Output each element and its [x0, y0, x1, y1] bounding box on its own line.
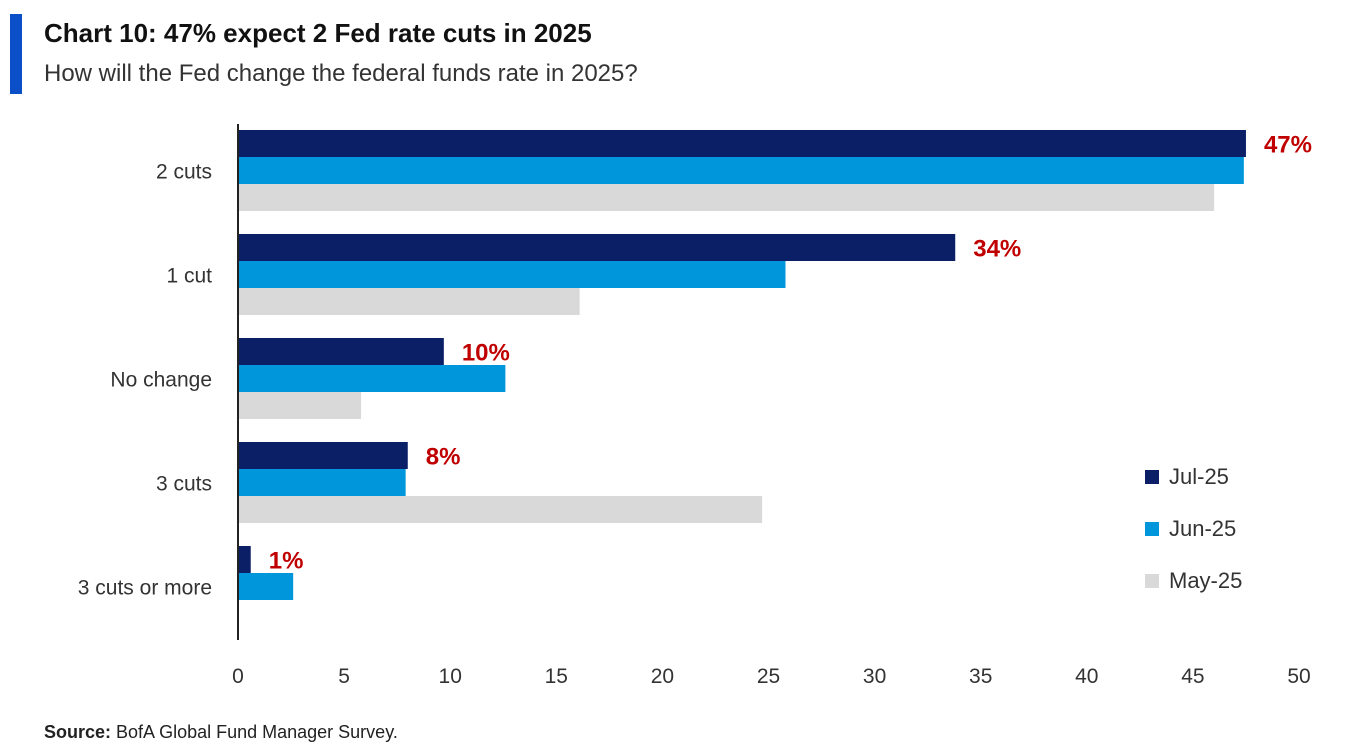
- category-label-3-cuts-or-more: 3 cuts or more: [78, 577, 212, 600]
- category-label-1-cut: 1 cut: [166, 265, 212, 288]
- bar-2-cuts-jul-25: [238, 130, 1246, 157]
- category-label-no-change: No change: [110, 369, 212, 392]
- legend-swatch-jun-25: [1145, 522, 1159, 536]
- x-tick-label-50: 50: [1287, 665, 1310, 688]
- bar-no-change-may-25: [238, 392, 362, 419]
- source-note: Source: BofA Global Fund Manager Survey.: [44, 722, 398, 743]
- legend-label-jun-25: Jun-25: [1169, 516, 1236, 541]
- x-tick-label-15: 15: [545, 665, 568, 688]
- bar-1-cut-jul-25: [238, 234, 956, 261]
- bar-no-change-jul-25: [238, 338, 444, 365]
- x-tick-label-30: 30: [863, 665, 886, 688]
- x-tick-label-5: 5: [338, 665, 350, 688]
- legend-swatch-jul-25: [1145, 470, 1159, 484]
- bar-3-cuts-jul-25: [238, 442, 408, 469]
- x-tick-label-35: 35: [969, 665, 992, 688]
- source-label: Source:: [44, 722, 112, 742]
- chart-title: Chart 10: 47% expect 2 Fed rate cuts in …: [44, 18, 592, 48]
- bar-1-cut-jun-25: [238, 261, 786, 288]
- bar-no-change-jun-25: [238, 365, 506, 392]
- category-label-3-cuts: 3 cuts: [156, 473, 212, 496]
- legend-label-jul-25: Jul-25: [1169, 464, 1229, 489]
- chart-subtitle: How will the Fed change the federal fund…: [44, 60, 638, 87]
- x-tick-label-25: 25: [757, 665, 780, 688]
- x-tick-label-10: 10: [439, 665, 462, 688]
- x-tick-label-40: 40: [1075, 665, 1098, 688]
- annotation-2-cuts: 47%: [1264, 132, 1312, 159]
- bar-3-cuts-or-more-jun-25: [238, 573, 294, 600]
- annotation-1-cut: 34%: [973, 236, 1021, 263]
- bar-2-cuts-jun-25: [238, 157, 1244, 184]
- x-tick-label-0: 0: [232, 665, 244, 688]
- source-text: BofA Global Fund Manager Survey.: [111, 722, 398, 742]
- bar-1-cut-may-25: [238, 288, 580, 315]
- x-tick-label-20: 20: [651, 665, 674, 688]
- bar-3-cuts-or-more-jul-25: [238, 546, 251, 573]
- header-accent-bar: [10, 14, 22, 94]
- bar-3-cuts-jun-25: [238, 469, 406, 496]
- annotation-no-change: 10%: [462, 340, 510, 367]
- category-label-2-cuts: 2 cuts: [156, 161, 212, 184]
- x-tick-label-45: 45: [1181, 665, 1204, 688]
- annotation-3-cuts-or-more: 1%: [269, 548, 304, 575]
- bar-2-cuts-may-25: [238, 184, 1215, 211]
- annotation-3-cuts: 8%: [426, 444, 461, 471]
- legend-swatch-may-25: [1145, 574, 1159, 588]
- bar-3-cuts-may-25: [238, 496, 763, 523]
- legend-label-may-25: May-25: [1169, 568, 1242, 593]
